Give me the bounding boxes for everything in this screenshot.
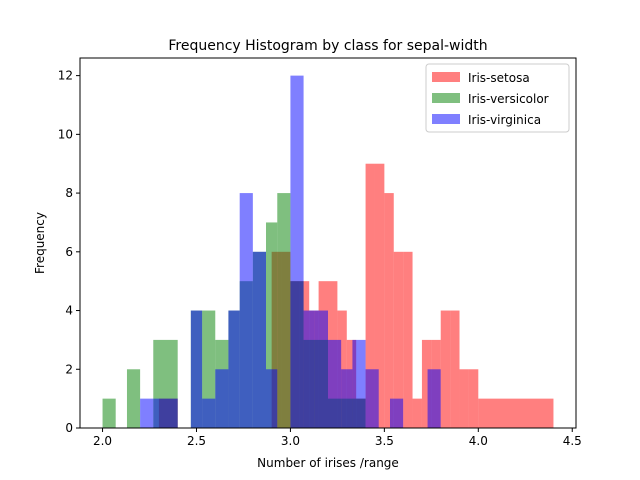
series-iris-virginica — [140, 75, 441, 428]
y-tick-label: 12 — [58, 69, 73, 83]
bar — [478, 398, 554, 428]
bar — [421, 339, 432, 428]
bar — [239, 193, 253, 428]
bars-layer — [102, 75, 554, 428]
chart-title: Frequency Histogram by class for sepal-w… — [168, 38, 487, 54]
legend-label: Iris-virginica — [468, 113, 541, 127]
x-tick-label: 2.0 — [93, 434, 112, 448]
legend-label: Iris-setosa — [468, 71, 530, 85]
legend-swatch — [432, 93, 460, 103]
y-tick-label: 4 — [65, 304, 73, 318]
y-tick-label: 0 — [65, 421, 73, 435]
bar — [266, 222, 278, 428]
bar — [328, 339, 342, 428]
y-tick-label: 8 — [65, 186, 73, 200]
bar — [440, 310, 451, 428]
bar — [126, 369, 141, 428]
x-axis-ticks: 2.0 2.5 3.0 3.5 4.0 4.5 — [93, 428, 582, 448]
legend-swatch — [432, 72, 460, 82]
axes-frame — [79, 57, 577, 429]
bar — [102, 398, 116, 428]
x-tick-label: 3.5 — [375, 434, 394, 448]
bar — [450, 310, 460, 428]
y-tick-label: 10 — [58, 127, 73, 141]
bar — [352, 339, 366, 428]
bar — [365, 369, 379, 428]
bar — [277, 193, 291, 428]
y-axis-label: Frequency — [33, 212, 47, 274]
bar — [252, 251, 266, 428]
y-tick-label: 2 — [65, 362, 73, 376]
legend-label: Iris-versicolor — [468, 92, 549, 106]
x-tick-label: 2.5 — [187, 434, 206, 448]
bar — [365, 163, 375, 428]
bar — [202, 398, 216, 428]
x-axis-label: Number of irises /range — [257, 456, 399, 470]
bar — [384, 193, 394, 428]
bar — [228, 310, 240, 428]
bar — [140, 398, 154, 428]
bar — [215, 369, 229, 428]
bar — [427, 369, 441, 428]
y-axis-ticks: 0 2 4 6 8 10 12 — [58, 69, 80, 435]
bar — [314, 310, 328, 428]
bar — [341, 369, 353, 428]
legend-swatch — [432, 114, 460, 124]
y-tick-label: 6 — [65, 245, 73, 259]
bar — [374, 163, 385, 428]
legend-box — [425, 63, 570, 133]
bar — [459, 369, 469, 428]
bar — [393, 251, 404, 428]
bar — [412, 398, 422, 428]
bar — [290, 75, 304, 428]
x-tick-label: 4.5 — [563, 434, 582, 448]
bar — [390, 398, 404, 428]
bar — [266, 369, 278, 428]
bar — [153, 398, 178, 428]
legend: Iris-setosa Iris-versicolor Iris-virginica — [425, 63, 570, 133]
bar — [190, 310, 203, 428]
bar — [303, 310, 315, 428]
x-tick-label: 3.0 — [281, 434, 300, 448]
bar — [403, 251, 413, 428]
bar — [468, 369, 479, 428]
x-tick-label: 4.0 — [469, 434, 488, 448]
